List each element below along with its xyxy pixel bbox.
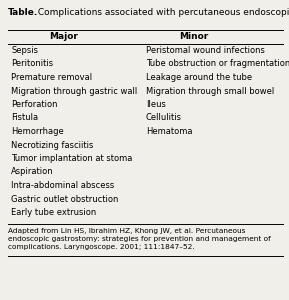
Text: Sepsis: Sepsis [11,46,38,55]
Text: Migration through small bowel: Migration through small bowel [146,86,274,95]
Text: Cellulitis: Cellulitis [146,113,182,122]
Text: Fistula: Fistula [11,113,38,122]
Text: Minor: Minor [179,32,208,41]
Text: Migration through gastric wall: Migration through gastric wall [11,86,137,95]
Text: Aspiration: Aspiration [11,167,54,176]
Text: Perforation: Perforation [11,100,58,109]
Text: Major: Major [49,32,78,41]
Text: Leakage around the tube: Leakage around the tube [146,73,252,82]
Text: Peristomal wound infections: Peristomal wound infections [146,46,265,55]
Text: Adapted from Lin HS, Ibrahim HZ, Khong JW, et al. Percutaneous
endoscopic gastro: Adapted from Lin HS, Ibrahim HZ, Khong J… [8,227,271,250]
Text: Hematoma: Hematoma [146,127,192,136]
Text: Early tube extrusion: Early tube extrusion [11,208,96,217]
Text: Table.: Table. [8,8,38,17]
Text: Tumor implantation at stoma: Tumor implantation at stoma [11,154,132,163]
Text: Intra-abdominal abscess: Intra-abdominal abscess [11,181,114,190]
Text: Peritonitis: Peritonitis [11,59,53,68]
Text: Premature removal: Premature removal [11,73,92,82]
Text: Tube obstruction or fragmentation: Tube obstruction or fragmentation [146,59,289,68]
Text: Ileus: Ileus [146,100,166,109]
Text: Gastric outlet obstruction: Gastric outlet obstruction [11,194,118,203]
Text: Complications associated with percutaneous endoscopic gastrostomy tubes¹: Complications associated with percutaneo… [35,8,289,17]
Text: Hemorrhage: Hemorrhage [11,127,64,136]
Text: Necrotizing fasciitis: Necrotizing fasciitis [11,140,93,149]
